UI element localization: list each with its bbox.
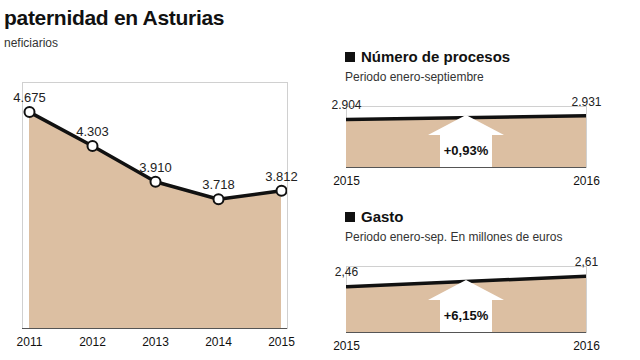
svg-text:+0,93%: +0,93% [444,143,489,158]
svg-text:2015: 2015 [333,339,360,353]
svg-text:4.675: 4.675 [13,90,46,105]
html-text:Número de procesos: Número de procesos [361,48,511,65]
svg-text:2016: 2016 [573,339,600,353]
html-text:neficiarios: neficiarios [4,36,58,50]
svg-text:2013: 2013 [142,335,169,349]
svg-text:2.931: 2.931 [571,95,601,109]
svg-text:2011: 2011 [17,335,43,349]
svg-text:2014: 2014 [205,335,232,349]
svg-text:4.303: 4.303 [76,124,109,139]
svg-text:2015: 2015 [268,335,295,349]
html-text:paternidad en Asturias: paternidad en Asturias [4,6,225,29]
html-text:Periodo enero-sep. En millones: Periodo enero-sep. En millones de euros [345,230,563,244]
svg-text:2,61: 2,61 [575,255,599,269]
html-text:Periodo enero-septiembre: Periodo enero-septiembre [345,70,484,84]
svg-text:2012: 2012 [79,335,106,349]
svg-text:2,46: 2,46 [335,265,359,279]
svg-text:3.812: 3.812 [265,169,298,184]
svg-text:3.718: 3.718 [202,177,235,192]
svg-text:+6,15%: +6,15% [444,308,489,323]
html-text:Gasto: Gasto [361,208,404,225]
svg-text:2015: 2015 [333,174,360,188]
svg-text:3.910: 3.910 [139,160,172,175]
svg-text:2.904: 2.904 [331,98,361,112]
svg-text:2016: 2016 [573,174,600,188]
